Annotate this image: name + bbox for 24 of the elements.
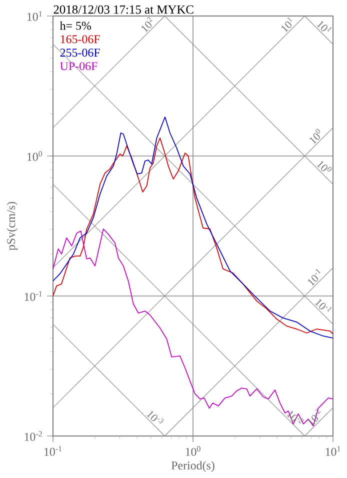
x-tick-label: 10$^{1}$ <box>326 446 340 456</box>
y-tick-label: 10$^{-1}$ <box>24 291 42 301</box>
annotation: 10$^{-1}$ <box>308 269 321 286</box>
annotation: 10$^{-3}$ <box>146 410 164 424</box>
annotation: 10$^{-1}$ <box>314 299 332 312</box>
annotation: 10$^{1}$ <box>316 21 332 32</box>
text: UP-06F <box>60 62 98 70</box>
annotation: 10$^{1}$ <box>281 17 292 32</box>
annotation: h= 5% <box>60 21 92 30</box>
annotation: 10$^{0}$ <box>316 161 332 172</box>
annotation: 10$^{0}$ <box>310 128 320 144</box>
y-tick-label: 10$^{1}$ <box>27 11 42 21</box>
y-tick-label: 10$^{0}$ <box>27 151 42 161</box>
annotation: 10$^{2}$ <box>141 17 152 32</box>
annotation: 10$^{-2}$ <box>308 408 321 426</box>
text: 165-06F <box>60 35 100 44</box>
annotation: 10$^{-2}$ <box>286 410 304 424</box>
y-tick-label: 10$^{-2}$ <box>24 431 42 441</box>
x-tick-label: 10$^{-1}$ <box>44 446 62 456</box>
y-axis-title: pSv(cm/s) <box>6 202 18 250</box>
x-axis-title: Period(s) <box>171 461 214 472</box>
text: 255-06F <box>60 48 100 57</box>
x-tick-label: 10$^{0}$ <box>186 446 200 456</box>
chart-title: 2018/12/03 17:15 at MYKC <box>54 5 194 14</box>
